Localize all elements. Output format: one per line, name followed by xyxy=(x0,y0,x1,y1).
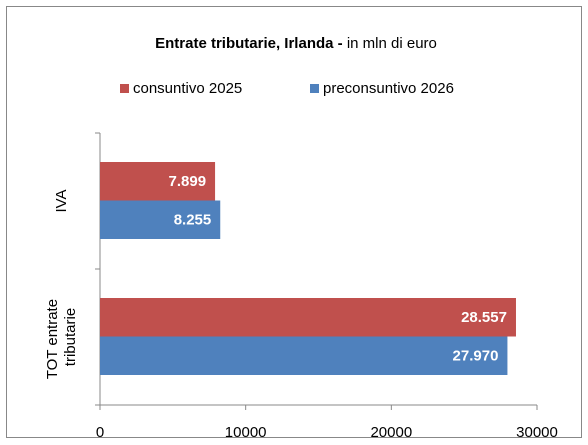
x-tick-label: 20000 xyxy=(370,424,412,441)
chart-title: Entrate tributarie, Irlanda - in mln di … xyxy=(155,35,437,52)
legend-label: consuntivo 2025 xyxy=(133,80,242,97)
bar xyxy=(100,200,221,239)
y-tick-label: TOT entrate tributarie xyxy=(44,295,79,380)
value-label: 7.899 xyxy=(169,173,207,190)
bar xyxy=(100,298,516,337)
value-label: 28.557 xyxy=(461,309,507,326)
tick-label-line: tributarie xyxy=(62,308,79,366)
value-label: 8.255 xyxy=(174,212,212,229)
bar xyxy=(100,336,508,375)
y-tick-label: IVA xyxy=(53,189,70,212)
x-tick-label: 30000 xyxy=(516,424,558,441)
bar xyxy=(100,162,216,201)
title-note: in mln di euro xyxy=(347,35,437,52)
x-tick-label: 10000 xyxy=(225,424,267,441)
value-label: 27.970 xyxy=(453,348,499,365)
legend-swatch xyxy=(310,84,319,93)
legend-swatch xyxy=(120,84,129,93)
legend-label: preconsuntivo 2026 xyxy=(323,80,454,97)
title-main: Entrate tributarie, Irlanda - xyxy=(155,35,343,52)
tick-label-line: TOT entrate xyxy=(44,295,61,380)
x-tick-label: 0 xyxy=(96,424,104,441)
